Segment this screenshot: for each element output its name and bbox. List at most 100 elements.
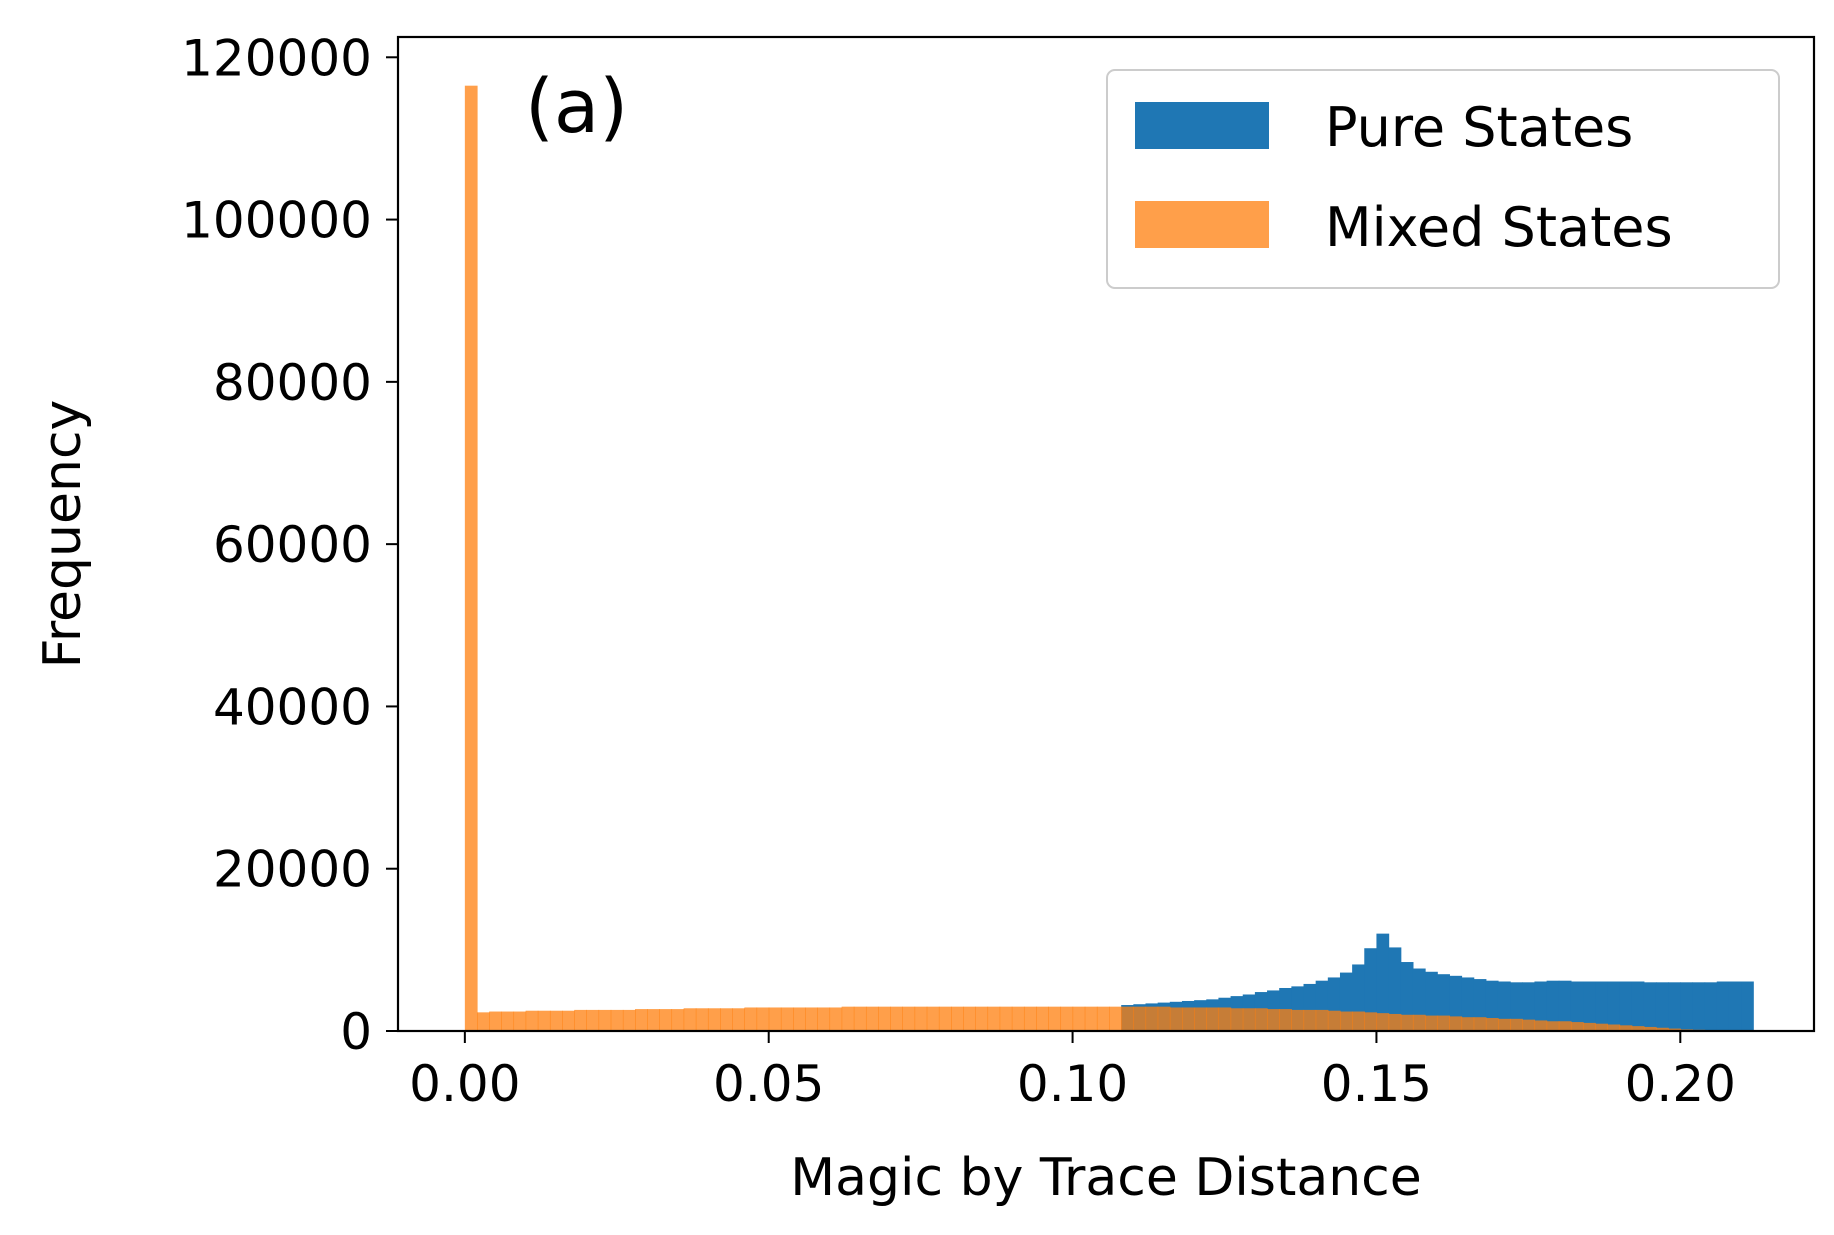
bar-mixed-states <box>695 1008 709 1031</box>
bar-mixed-states <box>975 1006 989 1031</box>
x-ticks: 0.00 0.05 0.10 0.15 0.20 <box>409 1031 1736 1113</box>
bar-mixed-states <box>1631 1026 1645 1031</box>
bar-mixed-states <box>1084 1006 1098 1031</box>
bar-pure-states <box>1655 982 1669 1031</box>
bar-mixed-states <box>1546 1021 1560 1031</box>
bar-mixed-states <box>622 1009 636 1031</box>
bar-mixed-states <box>1473 1017 1487 1031</box>
bar-mixed-states <box>1339 1011 1353 1031</box>
bar-mixed-states <box>1206 1007 1220 1031</box>
bar-mixed-states <box>647 1009 660 1031</box>
y-axis-label: Frequency <box>33 400 93 669</box>
bar-mixed-states <box>610 1009 624 1031</box>
bar-mixed-states <box>549 1010 563 1031</box>
bar-mixed-states <box>938 1006 952 1031</box>
bar-mixed-states <box>1181 1007 1195 1031</box>
bar-mixed-states <box>841 1006 855 1031</box>
bar-mixed-states <box>1327 1010 1341 1031</box>
x-tick-label: 0.10 <box>1017 1055 1128 1113</box>
bar-mixed-states <box>1072 1006 1086 1031</box>
bar-mixed-states <box>1048 1006 1062 1031</box>
y-ticks: 0 20000 40000 60000 80000 100000 120000 <box>181 29 398 1061</box>
bar-mixed-states <box>1485 1018 1499 1031</box>
bar-mixed-states <box>1425 1015 1438 1031</box>
bar-mixed-states <box>477 1012 490 1031</box>
bar-mixed-states <box>598 1009 612 1031</box>
bar-mixed-states <box>914 1006 928 1031</box>
bar-mixed-states <box>853 1006 867 1031</box>
bar-mixed-states <box>1157 1006 1171 1031</box>
legend: Pure States Mixed States <box>1106 69 1780 289</box>
y-tick-label: 60000 <box>213 516 372 574</box>
bar-mixed-states <box>1194 1007 1207 1031</box>
bar-mixed-states <box>1461 1017 1475 1031</box>
bar-mixed-states <box>707 1008 721 1031</box>
bar-mixed-states <box>1169 1007 1183 1031</box>
bar-pure-states <box>1364 948 1378 1031</box>
bar-mixed-states <box>756 1007 770 1031</box>
bar-pure-states <box>1376 933 1390 1031</box>
bar-mixed-states <box>1096 1006 1110 1031</box>
bar-mixed-states <box>1376 1013 1390 1031</box>
bar-mixed-states <box>1449 1016 1463 1031</box>
bar-pure-states <box>1619 981 1633 1031</box>
bar-mixed-states <box>1303 1009 1317 1031</box>
bar-pure-states <box>1668 982 1681 1031</box>
bar-pure-states <box>1388 947 1402 1031</box>
bar-mixed-states <box>1412 1014 1426 1031</box>
bar-mixed-states <box>1145 1006 1159 1031</box>
legend-box <box>1106 69 1780 289</box>
bar-mixed-states <box>1534 1020 1548 1031</box>
bar-mixed-states <box>902 1006 916 1031</box>
bar-pure-states <box>1510 982 1523 1031</box>
bar-pure-states <box>1400 962 1414 1031</box>
bar-mixed-states <box>1558 1021 1572 1031</box>
x-tick-label: 0.05 <box>713 1055 824 1113</box>
bar-mixed-states <box>926 1006 940 1031</box>
bar-mixed-states <box>1510 1018 1523 1031</box>
bar-pure-states <box>1692 982 1706 1031</box>
bar-pure-states <box>1680 982 1694 1031</box>
bar-pure-states <box>1716 981 1730 1031</box>
y-tick-label: 100000 <box>181 192 372 250</box>
bar-pure-states <box>1534 981 1548 1031</box>
legend-label-pure-states: Pure States <box>1325 96 1633 159</box>
bar-mixed-states <box>1400 1014 1414 1031</box>
bar-mixed-states <box>1023 1006 1037 1031</box>
bar-mixed-states <box>1655 1027 1669 1031</box>
bar-mixed-states <box>1267 1009 1280 1031</box>
bar-mixed-states <box>768 1007 782 1031</box>
bar-mixed-states <box>720 1008 733 1031</box>
bar-mixed-states <box>1497 1018 1511 1031</box>
bar-pure-states <box>1583 981 1596 1031</box>
bar-mixed-states <box>1595 1023 1608 1031</box>
bar-pure-states <box>1497 981 1511 1031</box>
bar-mixed-states <box>586 1009 600 1031</box>
axes-frame <box>396 35 1816 1033</box>
bar-mixed-states <box>489 1011 502 1031</box>
bar-mixed-states <box>525 1010 539 1031</box>
x-axis-label: Magic by Trace Distance <box>790 1148 1421 1208</box>
bar-mixed-states <box>1668 1028 1681 1031</box>
bar-pure-states <box>1546 980 1560 1031</box>
y-tick-label: 0 <box>340 1003 372 1061</box>
legend-swatch-pure-states <box>1135 102 1269 149</box>
x-tick-label: 0.20 <box>1625 1055 1736 1113</box>
bar-mixed-states <box>1437 1015 1450 1031</box>
plot-bars <box>464 85 1754 1031</box>
y-tick-label: 40000 <box>213 678 372 736</box>
bar-mixed-states <box>659 1009 673 1031</box>
bar-mixed-states <box>574 1009 587 1031</box>
bar-mixed-states <box>1352 1011 1365 1031</box>
series-mixed-states <box>464 85 1742 1031</box>
bar-mixed-states <box>1060 1006 1074 1031</box>
bar-mixed-states <box>1570 1022 1584 1031</box>
bar-pure-states <box>1607 981 1621 1031</box>
bar-mixed-states <box>780 1007 794 1031</box>
bar-mixed-states <box>890 1006 904 1031</box>
bar-pure-states <box>1643 982 1657 1031</box>
bar-mixed-states <box>1254 1008 1268 1031</box>
bar-mixed-states <box>671 1009 685 1031</box>
bar-mixed-states <box>1291 1009 1305 1031</box>
panel-label: (a) <box>525 64 628 150</box>
